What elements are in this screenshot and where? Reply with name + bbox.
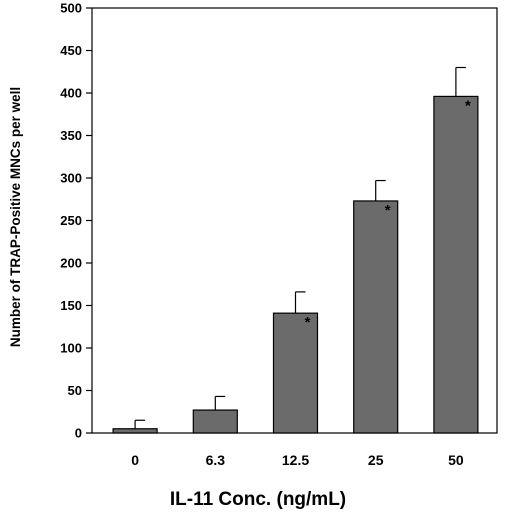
error-bars (134, 66, 466, 429)
x-tick-label: 50 (448, 452, 464, 468)
bar (353, 200, 399, 434)
y-tick-label: 0 (75, 426, 82, 441)
y-axis-label: Number of TRAP-Positive MNCs per well (8, 87, 23, 347)
y-tick-label: 300 (60, 171, 82, 186)
y-tick-label: 400 (60, 86, 82, 101)
bar (192, 409, 238, 434)
x-tick-label: 12.5 (282, 452, 309, 468)
y-tick-label: 350 (60, 128, 82, 143)
y-tick-label: 450 (60, 43, 82, 58)
bar (112, 428, 158, 434)
bars (112, 95, 479, 434)
x-axis: 0 6.3 12.5 25 50 (131, 452, 464, 468)
y-tick-label: 50 (68, 383, 82, 398)
significance-star: * (385, 202, 391, 219)
x-tick-label: 0 (131, 452, 139, 468)
significance-markers: * * * (305, 97, 471, 331)
y-tick-label: 250 (60, 213, 82, 228)
y-tick-label: 150 (60, 298, 82, 313)
y-tick-label: 100 (60, 341, 82, 356)
x-axis-label: IL-11 Conc. (ng/mL) (170, 489, 346, 510)
bar (433, 95, 479, 434)
y-tick-label: 200 (60, 256, 82, 271)
y-axis: 0 50 100 150 200 250 300 350 400 450 500 (60, 1, 92, 441)
x-tick-label: 25 (368, 452, 384, 468)
y-tick-label: 500 (60, 1, 82, 16)
significance-star: * (465, 97, 471, 114)
x-tick-label: 6.3 (206, 452, 226, 468)
significance-star: * (305, 314, 311, 331)
bar (272, 312, 319, 434)
